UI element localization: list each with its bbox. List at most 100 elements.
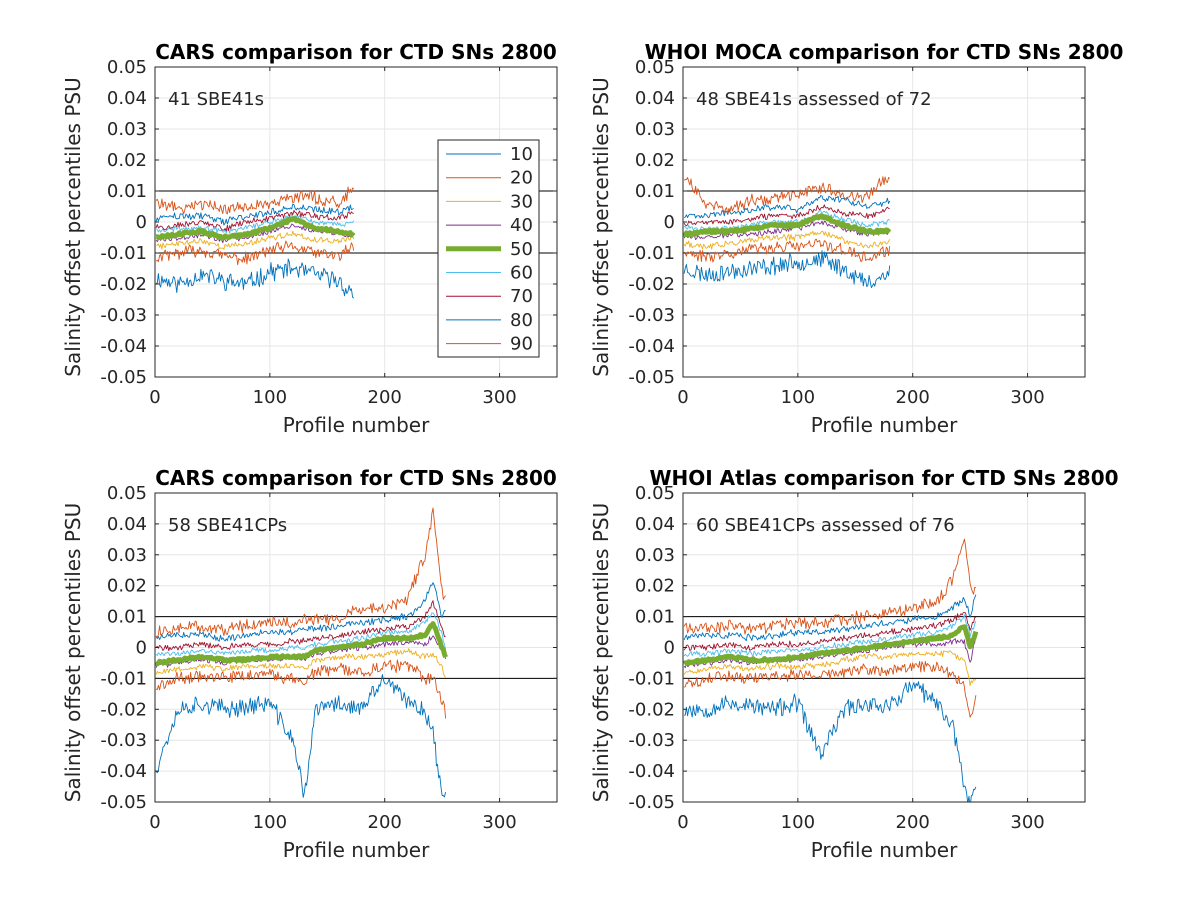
series-line-p90 [683,176,891,215]
x-tick-label: 0 [149,812,160,833]
x-tick-label: 200 [896,387,930,408]
y-tick-label: 0.04 [107,88,147,109]
legend-item: 10 [446,144,533,165]
y-tick-label: -0.02 [628,699,675,720]
legend-item: 20 [446,168,533,189]
legend-label: 30 [510,191,533,212]
y-tick-label: -0.01 [100,243,147,264]
series-line-p50 [155,216,356,241]
x-tick-label: 300 [482,387,516,408]
series-line-p30 [683,650,977,687]
y-tick-label: 0.04 [107,514,147,535]
chart-annotation: 41 SBE41s [168,89,264,110]
x-tick-label: 100 [253,812,287,833]
y-tick-label: 0.02 [107,150,147,171]
legend-item: 30 [446,191,533,212]
series-line-p30 [155,648,446,678]
series-line-p80 [683,195,891,219]
y-tick-label: -0.02 [100,274,147,295]
y-axis-label: Salinity offset percentiles PSU [61,77,85,376]
series-line-p70 [155,600,446,652]
legend-item: 70 [446,286,533,307]
y-axis-label: Salinity offset percentiles PSU [589,77,613,376]
series-line-p90 [155,186,355,215]
y-tick-label: -0.05 [628,792,675,813]
y-tick-label: -0.05 [100,367,147,388]
series-line-p40 [155,635,447,668]
y-tick-label: 0.03 [107,119,147,140]
legend-label: 40 [510,215,533,236]
y-tick-label: -0.04 [100,761,147,782]
series-line-p10 [155,674,447,798]
y-tick-label: 0 [664,212,675,233]
y-tick-label: 0.02 [107,576,147,597]
y-tick-label: 0.04 [635,88,675,109]
y-tick-label: 0.03 [107,545,147,566]
y-tick-label: 0 [664,638,675,659]
x-tick-label: 100 [781,812,815,833]
x-tick-label: 100 [253,387,287,408]
series-line-p60 [683,614,977,657]
x-tick-label: 100 [781,387,815,408]
x-axis-label: Profile number [811,413,958,437]
series-line-p50 [683,213,892,238]
y-tick-label: -0.05 [628,367,675,388]
chart-title: CARS comparison for CTD SNs 2800 [155,466,557,490]
legend-item: 50 [446,239,533,260]
y-tick-label: 0.05 [107,483,147,504]
chart-annotation: 60 SBE41CPs assessed of 76 [696,515,955,536]
y-tick-label: -0.04 [100,336,147,357]
series-line-p80 [683,594,977,642]
chart-title: WHOI Atlas comparison for CTD SNs 2800 [649,466,1118,490]
y-tick-label: 0.05 [635,57,675,78]
x-tick-label: 0 [677,387,688,408]
series-line-p10 [684,681,977,802]
legend-label: 80 [510,310,533,331]
x-tick-label: 300 [1010,387,1044,408]
series-line-p70 [683,612,977,651]
y-tick-label: 0 [136,212,147,233]
series-line-p20 [155,659,447,719]
series-line-p50 [683,624,979,666]
y-tick-label: 0.05 [107,57,147,78]
x-axis-label: Profile number [811,838,958,862]
y-tick-label: -0.04 [628,336,675,357]
y-tick-label: 0 [136,638,147,659]
y-tick-label: -0.01 [100,668,147,689]
series-group [683,538,979,802]
legend-item: 60 [446,263,533,284]
y-tick-label: 0.04 [635,514,675,535]
y-tick-label: 0.03 [635,545,675,566]
series-line-p20 [155,240,355,266]
legend-item: 40 [446,215,533,236]
y-tick-label: 0.01 [635,607,675,628]
series-line-p80 [155,582,446,642]
y-tick-label: -0.03 [100,730,147,751]
y-tick-label: 0.01 [107,607,147,628]
series-line-p20 [683,238,891,263]
legend-label: 90 [510,334,533,355]
series-group [683,176,892,289]
y-tick-label: -0.04 [628,761,675,782]
x-tick-label: 200 [368,387,402,408]
chart-panel-2: 0 100 200 300 -0.05 -0.04 -0.03 -0.02 -0.01 0 0.01… [589,40,1123,437]
chart-annotation: 48 SBE41s assessed of 72 [696,89,932,110]
y-tick-label: -0.02 [628,274,675,295]
x-tick-label: 300 [482,812,516,833]
x-tick-label: 0 [149,387,160,408]
y-tick-label: 0.05 [635,483,675,504]
y-tick-label: -0.01 [628,668,675,689]
legend-item: 90 [446,334,533,355]
x-tick-label: 300 [1010,812,1044,833]
legend-label: 50 [510,239,533,260]
series-line-p90 [155,507,446,639]
legend-label: 10 [510,144,533,165]
series-line-p70 [155,210,354,232]
y-tick-label: -0.02 [100,699,147,720]
chart-annotation: 58 SBE41CPs [168,515,287,536]
legend-label: 20 [510,168,533,189]
y-tick-label: 0.03 [635,119,675,140]
y-tick-label: -0.01 [628,243,675,264]
